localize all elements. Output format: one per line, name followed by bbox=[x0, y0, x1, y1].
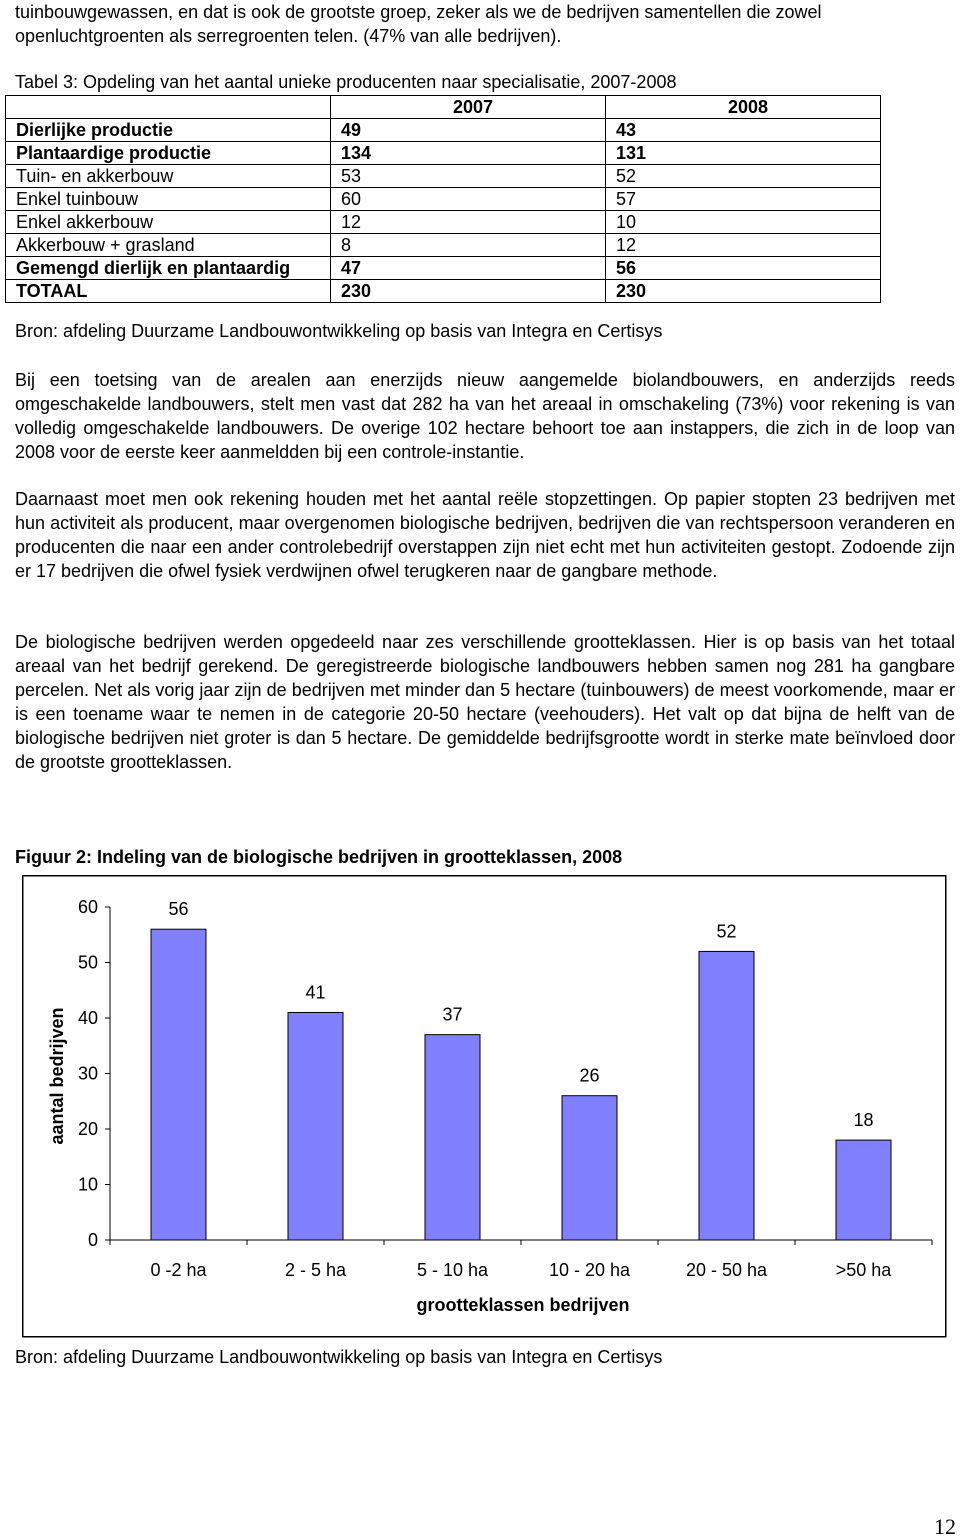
row-label: TOTAAL bbox=[5, 279, 331, 303]
table: 2007 2008 Dierlijke productie 49 43 Plantaard… bbox=[5, 95, 881, 303]
data-label: 52 bbox=[716, 921, 736, 941]
bar bbox=[835, 1139, 892, 1241]
y-tick-label: 0 bbox=[88, 1230, 98, 1250]
y-tick-label: 40 bbox=[78, 1008, 98, 1028]
paragraph: De biologische bedrijven werden opgedeel… bbox=[15, 632, 955, 772]
table-row: Dierlijke productie 49 43 bbox=[5, 118, 881, 142]
bar bbox=[287, 1011, 344, 1241]
cell: 131 bbox=[605, 141, 881, 165]
paragraph: Daarnaast moet men ook rekening houden m… bbox=[15, 489, 955, 581]
row-label: Gemengd dierlijk en plantaardig bbox=[5, 256, 331, 280]
row-label: Plantaardige productie bbox=[5, 141, 331, 165]
cell: 8 bbox=[330, 233, 606, 257]
page-number: 12 bbox=[934, 1514, 956, 1539]
bar bbox=[150, 928, 207, 1241]
table-row: Enkel tuinbouw 60 57 bbox=[5, 187, 881, 211]
row-label: Akkerbouw + grasland bbox=[5, 233, 331, 257]
cell: 12 bbox=[330, 210, 606, 234]
cell: 60 bbox=[330, 187, 606, 211]
figure-source: Bron: afdeling Duurzame Landbouwontwikke… bbox=[15, 1347, 663, 1367]
table-row: Gemengd dierlijk en plantaardig 47 56 bbox=[5, 256, 881, 280]
table-row: TOTAAL 230 230 bbox=[5, 279, 881, 303]
x-tick-label: >50 ha bbox=[836, 1260, 893, 1280]
cell: 230 bbox=[330, 279, 606, 303]
cell: 57 bbox=[605, 187, 881, 211]
row-label: Tuin- en akkerbouw bbox=[5, 164, 331, 188]
y-tick-label: 50 bbox=[78, 953, 98, 973]
data-label: 56 bbox=[168, 899, 188, 919]
table-row: Plantaardige productie 134 131 bbox=[5, 141, 881, 165]
cell: 134 bbox=[330, 141, 606, 165]
data-label: 26 bbox=[579, 1066, 599, 1086]
table-row: Tuin- en akkerbouw 53 52 bbox=[5, 164, 881, 188]
chart: 0 10 20 30 40 50 60 0 -2 ha 56 2 - 5 ha 41 5 - 10 h… bbox=[22, 875, 947, 1338]
header-cell: 2007 bbox=[330, 95, 606, 119]
x-tick-label: 0 -2 ha bbox=[150, 1260, 207, 1280]
x-tick-label: 20 - 50 ha bbox=[686, 1260, 768, 1280]
bar bbox=[424, 1034, 481, 1241]
cell: 56 bbox=[605, 256, 881, 280]
cell: 47 bbox=[330, 256, 606, 280]
data-label: 18 bbox=[853, 1110, 873, 1130]
row-label: Enkel tuinbouw bbox=[5, 187, 331, 211]
header-cell bbox=[5, 95, 331, 119]
header-cell: 2008 bbox=[605, 95, 881, 119]
table-row: Akkerbouw + grasland 8 12 bbox=[5, 233, 881, 257]
cell: 12 bbox=[605, 233, 881, 257]
y-tick-label: 30 bbox=[78, 1064, 98, 1084]
cell: 43 bbox=[605, 118, 881, 142]
paragraph: Bij een toetsing van de arealen aan ener… bbox=[15, 370, 955, 462]
y-tick-label: 20 bbox=[78, 1119, 98, 1139]
data-label: 41 bbox=[305, 982, 325, 1002]
data-label: 37 bbox=[442, 1005, 462, 1025]
cell: 230 bbox=[605, 279, 881, 303]
x-axis-label: grootteklassen bedrijven bbox=[416, 1295, 629, 1315]
cell: 10 bbox=[605, 210, 881, 234]
table-source: Bron: afdeling Duurzame Landbouwontwikke… bbox=[15, 321, 663, 341]
header-row: 2007 2008 bbox=[5, 95, 881, 119]
cell: 49 bbox=[330, 118, 606, 142]
intro-text: tuinbouwgewassen, en dat is ook de groot… bbox=[15, 2, 822, 46]
y-tick-label: 60 bbox=[78, 897, 98, 917]
table-row: Enkel akkerbouw 12 10 bbox=[5, 210, 881, 234]
y-axis-label: aantal bedrijven bbox=[47, 1007, 67, 1144]
row-label: Enkel akkerbouw bbox=[5, 210, 331, 234]
row-label: Dierlijke productie bbox=[5, 118, 331, 142]
table-title: Tabel 3: Opdeling van het aantal unieke … bbox=[15, 72, 677, 92]
cell: 53 bbox=[330, 164, 606, 188]
x-tick-label: 10 - 20 ha bbox=[549, 1260, 631, 1280]
x-tick-label: 2 - 5 ha bbox=[285, 1260, 347, 1280]
cell: 52 bbox=[605, 164, 881, 188]
x-tick-label: 5 - 10 ha bbox=[417, 1260, 489, 1280]
figure-title: Figuur 2: Indeling van de biologische be… bbox=[15, 847, 623, 867]
bar bbox=[698, 950, 755, 1241]
y-tick-label: 10 bbox=[78, 1175, 98, 1195]
bar bbox=[561, 1095, 618, 1241]
